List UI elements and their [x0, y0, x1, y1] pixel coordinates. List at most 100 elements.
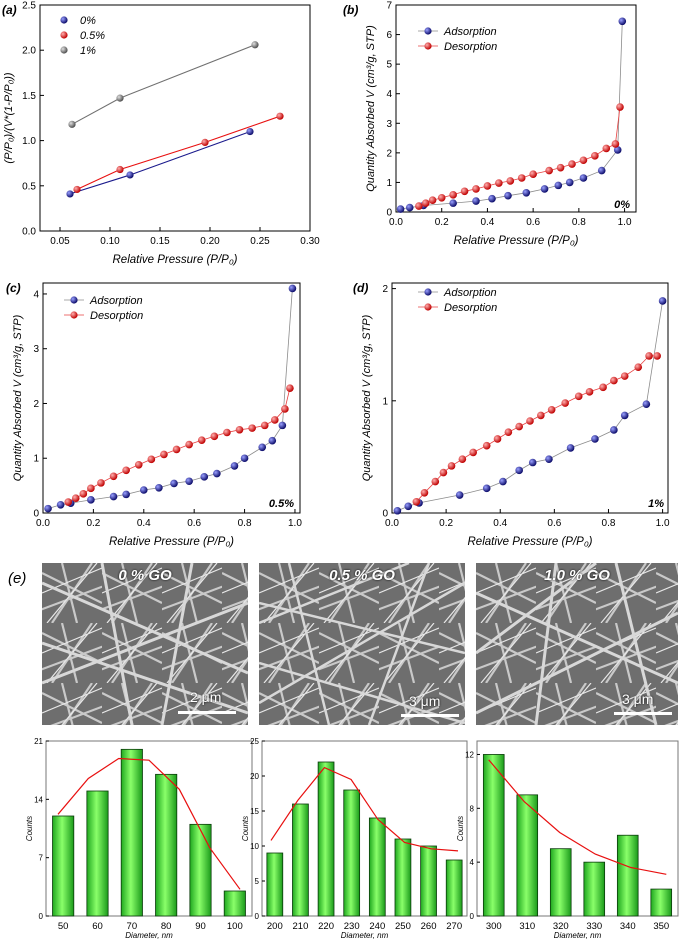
x-tick-label: 60	[92, 921, 103, 932]
legend-marker	[424, 288, 432, 296]
data-point	[469, 448, 477, 457]
legend-marker	[424, 27, 432, 35]
data-point	[439, 468, 448, 477]
y-tick-label: 3	[33, 344, 39, 355]
scale-bar-label: 3 μm	[622, 691, 654, 707]
data-point	[645, 352, 653, 360]
x-tick-label: 50	[58, 921, 69, 932]
y-tick-label: 6	[386, 30, 392, 41]
data-point	[658, 297, 667, 305]
data-point	[618, 17, 627, 26]
x-tick-label: 0.0	[36, 518, 50, 529]
scale-bar	[178, 711, 236, 714]
data-point	[230, 462, 239, 470]
data-point	[276, 112, 284, 120]
x-axis-label: Diameter, nm	[554, 931, 602, 940]
legend-label: 1%	[80, 45, 96, 57]
data-point	[197, 436, 206, 444]
x-tick-label: 0.20	[200, 236, 220, 247]
histogram-bar	[516, 794, 539, 917]
x-tick-label: 90	[195, 921, 206, 932]
x-tick-label: 0.2	[439, 518, 453, 529]
x-tick-label: 0.05	[50, 236, 70, 247]
panel-label: (c)	[6, 281, 21, 295]
y-tick-label: 14	[34, 795, 43, 804]
histogram-bar	[292, 803, 309, 917]
data-point	[64, 498, 72, 506]
x-axis-label: Relative Pressure (P/P₀)	[113, 254, 238, 266]
fit-curve	[57, 757, 241, 890]
data-point	[504, 428, 513, 437]
legend-label: Desorption	[90, 310, 143, 322]
legend-label: Desorption	[444, 302, 497, 314]
panel-label: (a)	[2, 3, 17, 17]
x-tick-label: 210	[293, 921, 309, 932]
scale-bar	[614, 712, 672, 715]
histogram-bar	[394, 838, 412, 917]
data-point	[286, 384, 294, 392]
legend-label: Desorption	[444, 41, 497, 53]
data-point	[540, 185, 549, 193]
x-tick-label: 0.4	[480, 217, 494, 228]
data-point	[482, 484, 491, 493]
y-tick-label: 12	[465, 750, 474, 759]
x-tick-label: 310	[519, 921, 535, 932]
data-point	[428, 196, 437, 204]
y-tick-label: 1	[386, 178, 392, 189]
x-tick-label: 0.8	[572, 217, 586, 228]
data-point	[213, 469, 221, 478]
data-point	[528, 458, 537, 467]
data-point	[420, 489, 429, 497]
y-tick-label: 2	[386, 148, 392, 159]
series-line-Desorption	[416, 355, 658, 503]
y-tick-label: 4	[470, 858, 475, 867]
data-point	[566, 444, 575, 452]
data-point	[449, 191, 457, 199]
legend-marker	[70, 311, 78, 319]
histogram-bar	[549, 848, 572, 917]
histogram-bar	[189, 823, 212, 917]
legend-marker	[60, 46, 68, 54]
y-tick-label: 5	[386, 60, 392, 71]
data-point	[155, 484, 163, 492]
fit-curve	[270, 766, 459, 852]
x-tick-label: 240	[369, 921, 385, 932]
legend-marker	[424, 42, 432, 50]
series-line-1%	[71, 44, 256, 125]
data-point	[421, 199, 430, 207]
y-tick-label: 8	[470, 804, 475, 813]
x-tick-label: 320	[553, 921, 569, 932]
data-point	[412, 497, 421, 506]
y-tick-label: 1.5	[22, 91, 36, 102]
x-tick-label: 250	[395, 921, 411, 932]
data-point	[122, 466, 130, 475]
y-axis-label: Counts	[456, 816, 465, 841]
data-point	[545, 455, 553, 463]
x-tick-label: 0.6	[547, 518, 561, 529]
x-tick-label: 0.8	[238, 518, 252, 529]
x-axis-label: Relative Pressure (P/P₀)	[468, 536, 593, 548]
data-point	[482, 441, 491, 450]
legend-marker	[70, 296, 78, 304]
data-point	[116, 94, 124, 102]
panel-label: (d)	[353, 281, 368, 295]
data-point	[160, 450, 168, 459]
data-point	[610, 426, 618, 434]
x-tick-label: 0.4	[137, 518, 151, 529]
chart-d: 0.0 0.2 0.4 0.6 0.8 1.0 0 1 2 Relative Pressure (…	[353, 281, 670, 548]
data-point	[460, 187, 469, 196]
x-tick-label: 1.0	[288, 518, 302, 529]
data-point	[260, 421, 269, 430]
x-tick-label: 1.0	[656, 518, 670, 529]
x-tick-label: 340	[620, 921, 636, 932]
x-tick-label: 0.2	[435, 217, 449, 228]
data-point	[185, 440, 193, 449]
y-tick-label: 1	[382, 396, 388, 407]
data-point	[246, 127, 254, 136]
legend-label: Adsorption	[443, 26, 497, 38]
data-point	[251, 41, 259, 49]
histogram-bar	[52, 815, 75, 917]
data-point	[613, 146, 622, 154]
x-tick-label: 80	[161, 921, 172, 932]
